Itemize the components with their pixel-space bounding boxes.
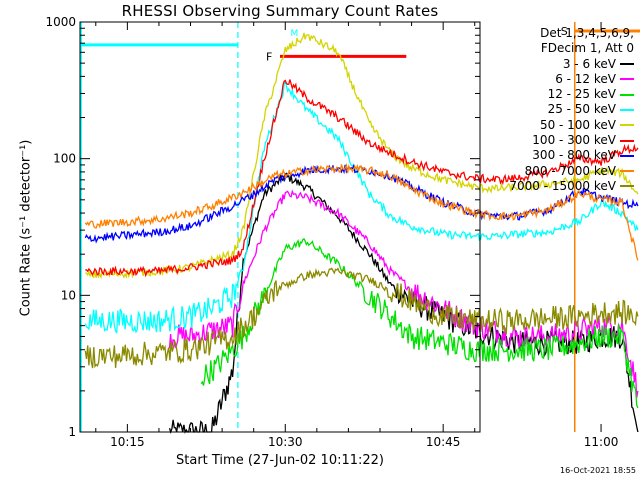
legend-entry-label: 300 - 800 keV <box>532 148 616 163</box>
x-tick-label: 10:30 <box>268 435 303 449</box>
saa-label: S <box>561 25 568 38</box>
y-tick-label: 1000 <box>45 15 76 29</box>
legend-entry-label: 25 - 50 keV <box>547 102 616 117</box>
legend-entry-label: 3 - 6 keV <box>562 56 616 71</box>
y-axis-label: Count Rate (s⁻¹ detector⁻¹) <box>18 139 34 317</box>
flare-label: F <box>266 50 272 63</box>
legend-entry: 3 - 6 keV <box>509 57 634 72</box>
legend: Det 1,3,4,5,6,9, FDecim 1, Att 0 3 - 6 k… <box>509 26 634 194</box>
legend-entry-label: 12 - 25 keV <box>547 87 616 102</box>
legend-entry: 25 - 50 keV <box>509 102 634 117</box>
series-line-3 <box>84 79 639 334</box>
legend-entry: 300 - 800 keV <box>509 148 634 163</box>
legend-entry-label: 6 - 12 keV <box>555 71 616 86</box>
annotation-layer: FSAM <box>80 22 640 432</box>
legend-entry: 800 - 7000 keV <box>509 164 634 179</box>
legend-swatch <box>620 185 634 188</box>
y-tick-label: 100 <box>53 152 76 166</box>
series-layer <box>84 32 639 435</box>
x-tick-label: 10:45 <box>426 435 461 449</box>
y-tick-label: 1 <box>68 425 76 439</box>
legend-entry-label: 800 - 7000 keV <box>524 163 616 178</box>
legend-header-decimation: FDecim 1, Att 0 <box>540 41 634 56</box>
chart-title: RHESSI Observing Summary Count Rates <box>121 2 439 20</box>
axes-layer: 10:1510:3010:4511:0011:1511:3011:4511010… <box>45 15 619 449</box>
generation-timestamp: 16-Oct-2021 18:55 <box>560 466 636 475</box>
legend-entry-label: 100 - 300 keV <box>532 133 616 148</box>
series-line-5 <box>85 79 639 278</box>
legend-swatch <box>620 170 634 173</box>
y-tick-label: 10 <box>61 288 76 302</box>
legend-entry: 100 - 300 keV <box>509 133 634 148</box>
legend-swatch <box>620 63 634 66</box>
legend-swatch <box>620 93 634 96</box>
series-line-6 <box>84 163 639 244</box>
legend-entry: 7000 - 15000 keV <box>509 179 634 194</box>
legend-entry: 6 - 12 keV <box>509 72 634 87</box>
legend-entry: 50 - 100 keV <box>509 118 634 133</box>
x-axis-label: Start Time (27-Jun-02 10:11:22) <box>176 453 384 468</box>
legend-header-detectors: Det 1,3,4,5,6,9, <box>540 26 634 40</box>
series-line-7 <box>84 162 639 261</box>
legend-swatch <box>620 124 634 127</box>
legend-entry: 12 - 25 keV <box>509 87 634 102</box>
marker-label: M <box>291 29 299 39</box>
legend-swatch <box>620 108 634 111</box>
plot-frame <box>79 21 481 433</box>
legend-swatch <box>620 139 634 142</box>
x-tick-label: 10:15 <box>110 435 145 449</box>
series-line-1 <box>168 189 639 398</box>
legend-swatch <box>620 78 634 81</box>
legend-swatch <box>620 154 634 157</box>
legend-entry-label: 7000 - 15000 keV <box>509 178 616 193</box>
series-line-8 <box>84 267 639 369</box>
x-tick-label: 11:00 <box>584 435 619 449</box>
series-line-2 <box>200 237 639 409</box>
legend-entry-label: 50 - 100 keV <box>539 117 616 132</box>
